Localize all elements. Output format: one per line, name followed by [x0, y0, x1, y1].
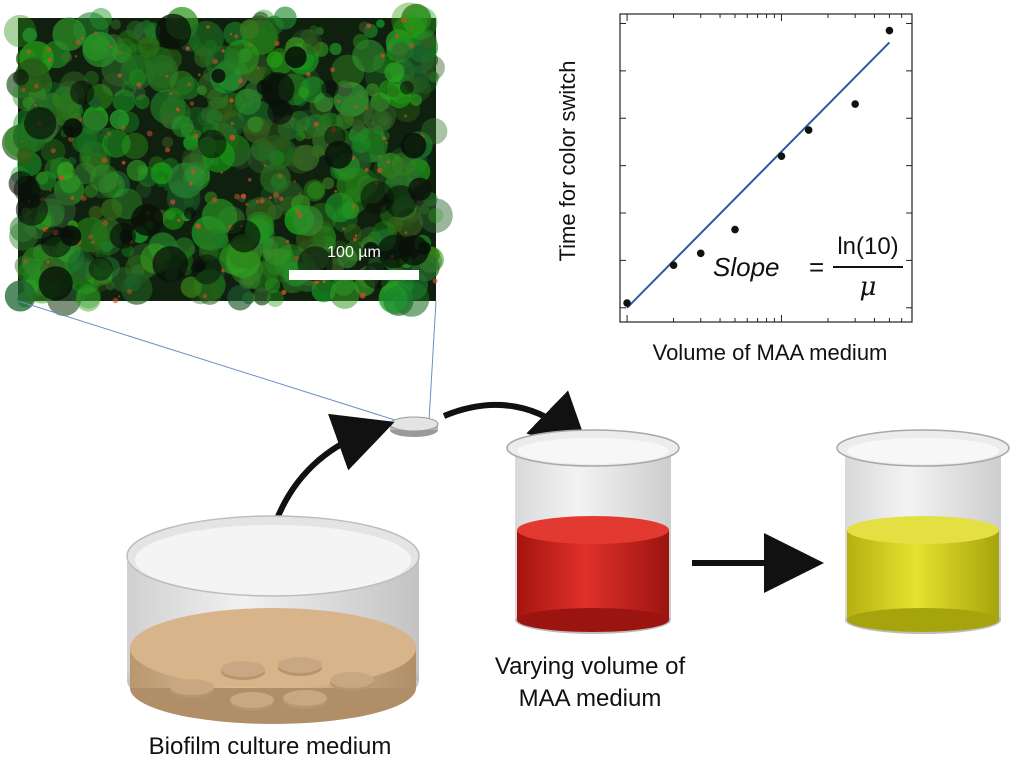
chart-ticks: [620, 14, 913, 322]
beaker-red: [506, 429, 680, 634]
yellow-medium-side: [847, 530, 999, 620]
yellow-medium-surface: [847, 516, 999, 544]
varying-volume-label-line2: MAA medium: [518, 685, 662, 712]
chart-x-axis-label: Volume of MAA medium: [652, 340, 888, 365]
chart-point-2: [696, 249, 705, 258]
chart: [619, 13, 913, 323]
dish-discs: [170, 657, 374, 711]
varying-volume-label-line1: Varying volume of: [494, 653, 686, 680]
chart-point-7: [885, 26, 894, 35]
chart-point-0: [623, 299, 631, 307]
chart-point-1: [669, 261, 678, 269]
zoom-line-left: [17, 300, 399, 422]
biofilm-disc: [389, 416, 439, 437]
biofilm-culture-label: Biofilm culture medium: [148, 733, 392, 760]
beaker-yellow: [836, 429, 1010, 634]
slope-equation-numerator: ln(10): [837, 233, 899, 260]
scale-bar: [289, 270, 419, 280]
chart-point-3: [731, 225, 739, 234]
chart-points: [623, 26, 894, 307]
scale-bar-label: 100 µm: [327, 244, 381, 261]
micrograph-texture: [1, 2, 453, 317]
chart-y-axis-label: Time for color switch: [555, 60, 580, 262]
red-medium-surface: [517, 516, 669, 544]
red-medium-side: [517, 530, 669, 620]
arrow-dish-to-disc: [269, 413, 395, 534]
zoom-line-right: [428, 300, 437, 422]
slope-equation-fraction-bar: [833, 266, 903, 268]
arrow-disc-to-beaker: [442, 390, 591, 454]
slope-equation-denominator: μ: [859, 272, 877, 302]
slope-equation-equals: =: [809, 252, 825, 282]
chart-point-4: [777, 152, 786, 160]
micrograph-panel: [1, 2, 453, 317]
slope-equation-lhs: Slope: [713, 252, 780, 282]
petri-dish: [126, 515, 420, 724]
chart-point-5: [804, 126, 813, 134]
chart-point-6: [851, 100, 859, 108]
chart-frame: [619, 13, 913, 323]
culture-medium-surface: [130, 608, 416, 688]
